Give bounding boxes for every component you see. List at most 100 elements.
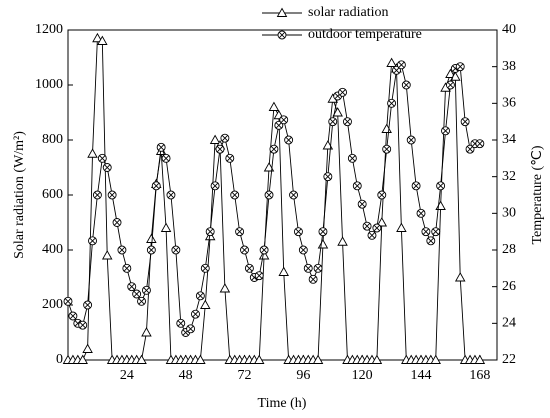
cross: [211, 182, 219, 189]
point-marker: [312, 354, 324, 364]
y-tick-label: 600: [42, 187, 63, 202]
point-marker: [88, 236, 97, 246]
triangle: [101, 250, 113, 260]
cross: [403, 81, 410, 89]
x-axis-label: Time (h): [258, 396, 307, 411]
point-marker: [141, 285, 151, 295]
cross: [339, 89, 346, 96]
point-marker: [416, 208, 426, 218]
point-marker: [205, 227, 215, 237]
triangle: [317, 239, 329, 249]
cross: [437, 182, 444, 189]
cross: [167, 191, 175, 199]
point-marker: [97, 153, 107, 163]
point-marker: [411, 181, 421, 191]
point-marker: [191, 309, 200, 319]
point-marker: [387, 98, 397, 108]
point-marker: [460, 117, 470, 127]
triangle: [87, 148, 98, 158]
point-marker: [332, 107, 343, 117]
point-marker: [82, 343, 93, 353]
point-marker: [200, 299, 211, 309]
cross: [192, 311, 199, 318]
y2-tick-label: 24: [502, 316, 516, 331]
point-marker: [209, 134, 221, 144]
point-marker: [132, 289, 142, 299]
y-tick-label: 200: [42, 297, 63, 312]
cross: [64, 298, 72, 305]
triangle: [337, 236, 348, 246]
x-tick-label: 96: [296, 368, 310, 383]
point-marker: [235, 227, 245, 237]
y-tick-label: 0: [56, 352, 63, 367]
x-tick-label: 48: [179, 368, 193, 383]
point-marker: [441, 126, 450, 136]
plot-frame: [67, 29, 498, 361]
triangle: [332, 107, 343, 117]
y2-tick-label: 28: [502, 242, 516, 257]
cross: [398, 61, 405, 68]
cross: [378, 191, 385, 199]
triangle: [200, 299, 211, 309]
cross: [408, 136, 415, 144]
cross: [207, 228, 214, 235]
point-marker: [151, 181, 161, 191]
triangle: [195, 354, 206, 364]
cross: [202, 265, 209, 272]
triangle: [445, 68, 456, 78]
y2-axis-label: Temperature (℃): [530, 145, 545, 244]
point-marker: [371, 354, 383, 364]
point-marker: [63, 296, 73, 306]
point-marker: [136, 354, 147, 364]
point-marker: [195, 291, 205, 301]
triangle: [258, 250, 270, 260]
point-marker: [475, 139, 485, 149]
point-marker: [386, 57, 397, 67]
point-marker: [127, 282, 137, 292]
point-marker: [396, 60, 406, 70]
cross: [373, 224, 380, 232]
point-marker: [278, 266, 289, 276]
point-marker: [195, 354, 206, 364]
cross: [231, 191, 238, 199]
y2-tick-label: 40: [502, 22, 516, 37]
point-marker: [337, 236, 348, 246]
cross: [94, 191, 101, 199]
triangle: [141, 327, 152, 337]
point-marker: [474, 354, 486, 364]
point-marker: [431, 227, 441, 237]
y-tick-label: 1000: [35, 77, 63, 92]
cross: [300, 246, 307, 254]
point-marker: [284, 135, 294, 145]
point-marker: [219, 283, 231, 293]
point-marker: [117, 245, 127, 255]
cross: [363, 223, 371, 230]
point-marker: [258, 250, 270, 260]
point-marker: [146, 245, 156, 255]
cross: [99, 155, 106, 162]
point-marker: [382, 144, 392, 154]
point-marker: [436, 181, 446, 191]
point-marker: [323, 172, 333, 182]
point-marker: [92, 190, 102, 200]
point-marker: [352, 181, 362, 191]
point-marker: [101, 250, 113, 260]
point-marker: [426, 236, 436, 246]
point-marker: [186, 324, 196, 334]
triangle: [435, 200, 446, 210]
cross: [275, 122, 282, 129]
point-marker: [171, 245, 181, 255]
point-marker: [87, 148, 98, 158]
y2-tick-label: 30: [502, 206, 516, 221]
point-marker: [357, 199, 367, 209]
point-marker: [160, 222, 172, 232]
y-tick-label: 400: [42, 242, 63, 257]
point-marker: [445, 68, 456, 78]
point-marker: [215, 144, 225, 154]
cross: [417, 210, 425, 217]
triangle: [396, 222, 407, 232]
point-marker: [362, 221, 372, 231]
cross: [422, 228, 430, 235]
cross: [447, 81, 454, 89]
triangle: [160, 222, 172, 232]
